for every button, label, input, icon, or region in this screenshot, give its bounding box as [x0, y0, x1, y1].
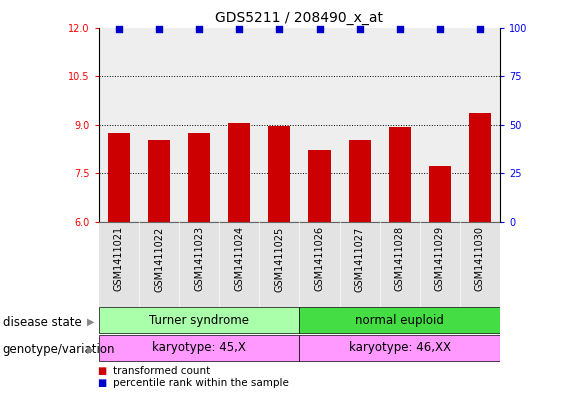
Bar	[340, 222, 380, 307]
Text: karyotype: 45,X: karyotype: 45,X	[152, 341, 246, 354]
Bar	[349, 140, 371, 222]
Bar	[219, 28, 259, 222]
Text: GSM1411030: GSM1411030	[475, 226, 485, 291]
Bar	[219, 222, 259, 307]
Bar	[299, 222, 340, 307]
Bar	[420, 28, 460, 222]
Bar	[179, 28, 219, 222]
Text: genotype/variation: genotype/variation	[3, 343, 115, 356]
Text: Turner syndrome: Turner syndrome	[149, 314, 249, 327]
Point	[355, 26, 364, 33]
Text: GSM1411025: GSM1411025	[275, 226, 284, 292]
Text: GSM1411029: GSM1411029	[435, 226, 445, 291]
Bar	[389, 127, 411, 222]
Text: karyotype: 46,XX: karyotype: 46,XX	[349, 341, 451, 354]
Bar	[420, 222, 460, 307]
Bar	[99, 307, 299, 334]
Bar	[148, 140, 170, 222]
Bar	[299, 28, 340, 222]
Bar	[380, 28, 420, 222]
Text: GSM1411028: GSM1411028	[395, 226, 405, 291]
Point	[436, 26, 445, 33]
Bar	[308, 150, 331, 222]
Text: ▶: ▶	[86, 317, 94, 327]
Bar	[228, 123, 250, 222]
Bar	[188, 133, 210, 222]
Bar	[460, 222, 500, 307]
Point	[396, 26, 405, 33]
Text: GSM1411022: GSM1411022	[154, 226, 164, 292]
Title: GDS5211 / 208490_x_at: GDS5211 / 208490_x_at	[215, 11, 384, 25]
Bar	[99, 334, 299, 361]
Bar	[299, 307, 500, 334]
Point	[114, 26, 123, 33]
Bar	[469, 114, 491, 222]
Text: ■: ■	[97, 366, 106, 376]
Bar	[259, 222, 299, 307]
Text: GSM1411024: GSM1411024	[234, 226, 244, 291]
Bar	[99, 28, 139, 222]
Point	[315, 26, 324, 33]
Text: GSM1411026: GSM1411026	[315, 226, 324, 291]
Bar	[139, 222, 179, 307]
Text: GSM1411023: GSM1411023	[194, 226, 204, 291]
Text: GSM1411027: GSM1411027	[355, 226, 364, 292]
Text: disease state: disease state	[3, 316, 81, 329]
Point	[275, 26, 284, 33]
Bar	[139, 28, 179, 222]
Bar	[429, 166, 451, 222]
Point	[476, 26, 485, 33]
Bar	[108, 133, 130, 222]
Text: ▶: ▶	[86, 345, 94, 355]
Text: normal euploid: normal euploid	[355, 314, 444, 327]
Bar	[259, 28, 299, 222]
Text: transformed count: transformed count	[113, 366, 210, 376]
Bar	[460, 28, 500, 222]
Point	[194, 26, 204, 33]
Bar	[179, 222, 219, 307]
Text: GSM1411021: GSM1411021	[114, 226, 124, 291]
Text: ■: ■	[97, 378, 106, 388]
Text: percentile rank within the sample: percentile rank within the sample	[113, 378, 289, 388]
Bar	[380, 222, 420, 307]
Bar	[99, 222, 139, 307]
Bar	[340, 28, 380, 222]
Bar	[268, 127, 290, 222]
Point	[235, 26, 244, 33]
Bar	[299, 334, 500, 361]
Point	[155, 26, 164, 33]
